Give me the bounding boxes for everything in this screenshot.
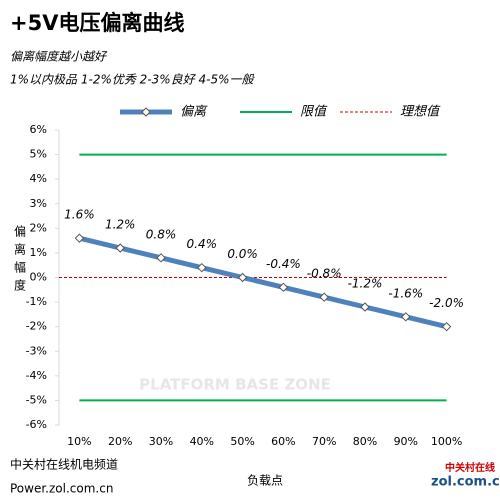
y-axis-label: 幅 <box>14 260 26 275</box>
footer: Power.zol.com.cn <box>10 482 113 496</box>
data-point <box>197 262 207 273</box>
x-tick-label: 10% <box>67 435 91 448</box>
y-tick-label: 0% <box>30 271 47 284</box>
y-tick-label: 1% <box>30 246 47 259</box>
chart-title: +5V电压偏离曲线 <box>10 11 184 35</box>
y-tick-label: -2% <box>26 320 47 333</box>
data-line <box>78 235 448 330</box>
y-tick-label: 5% <box>30 148 47 161</box>
subtitle: 1%以内极品 1-2%优秀 2-3%良好 4-5%一般 <box>10 73 255 87</box>
data-label: -0.4% <box>266 257 301 271</box>
x-tick-label: 90% <box>394 435 418 448</box>
data-label: -0.8% <box>307 267 342 281</box>
x-tick-label: 60% <box>271 435 295 448</box>
x-tick-label: 30% <box>149 435 173 448</box>
logo: 中关村在线 <box>445 461 495 474</box>
data-label: 1.2% <box>105 218 136 232</box>
data-label: -2.0% <box>429 296 464 310</box>
data-point <box>74 233 85 243</box>
y-axis-label: 离 <box>14 242 26 257</box>
y-tick-label: 3% <box>30 197 47 210</box>
data-point <box>401 312 411 322</box>
x-tick-label: 40% <box>190 435 214 448</box>
data-point <box>278 282 289 293</box>
x-tick-label: 70% <box>312 435 336 448</box>
y-tick-label: -4% <box>26 369 47 382</box>
data-label: -1.2% <box>348 277 383 291</box>
data-point <box>441 321 452 332</box>
x-tick-label: 80% <box>353 435 377 448</box>
y-axis-label: 偏 <box>14 224 26 239</box>
y-tick-label: -3% <box>26 344 47 357</box>
y-tick-label: 4% <box>30 172 47 185</box>
legend-marker <box>141 107 151 117</box>
x-tick-label: 20% <box>108 435 132 448</box>
data-label: 0.0% <box>227 247 258 261</box>
footer: 中关村在线机电频道 <box>10 457 118 472</box>
legend-label: 限值 <box>300 105 328 120</box>
legend-label: 偏离 <box>180 104 208 120</box>
data-label: 1.6% <box>64 208 95 222</box>
x-tick-label: 100% <box>431 435 462 448</box>
data-label: -1.6% <box>388 286 423 300</box>
watermark: PLATFORM BASE ZONE <box>139 376 331 394</box>
y-tick-label: -6% <box>26 418 47 431</box>
y-tick-label: -1% <box>26 295 47 308</box>
data-point <box>115 243 125 253</box>
subtitle: 偏离幅度越小越好 <box>10 50 108 64</box>
data-label: 0.8% <box>146 227 177 241</box>
data-point <box>360 302 370 312</box>
data-label: 0.4% <box>187 237 218 251</box>
y-axis-label: 度 <box>14 278 26 293</box>
data-point <box>156 253 166 263</box>
x-tick-label: 50% <box>230 435 254 448</box>
legend-label: 理想值 <box>400 105 441 120</box>
y-tick-label: 2% <box>30 221 47 234</box>
data-point <box>237 272 248 283</box>
x-axis-label: 负载点 <box>247 474 283 488</box>
y-tick-label: 6% <box>30 123 47 136</box>
logo: zol.com.cn <box>431 475 500 490</box>
y-tick-label: -5% <box>26 393 47 406</box>
data-point <box>319 292 329 302</box>
